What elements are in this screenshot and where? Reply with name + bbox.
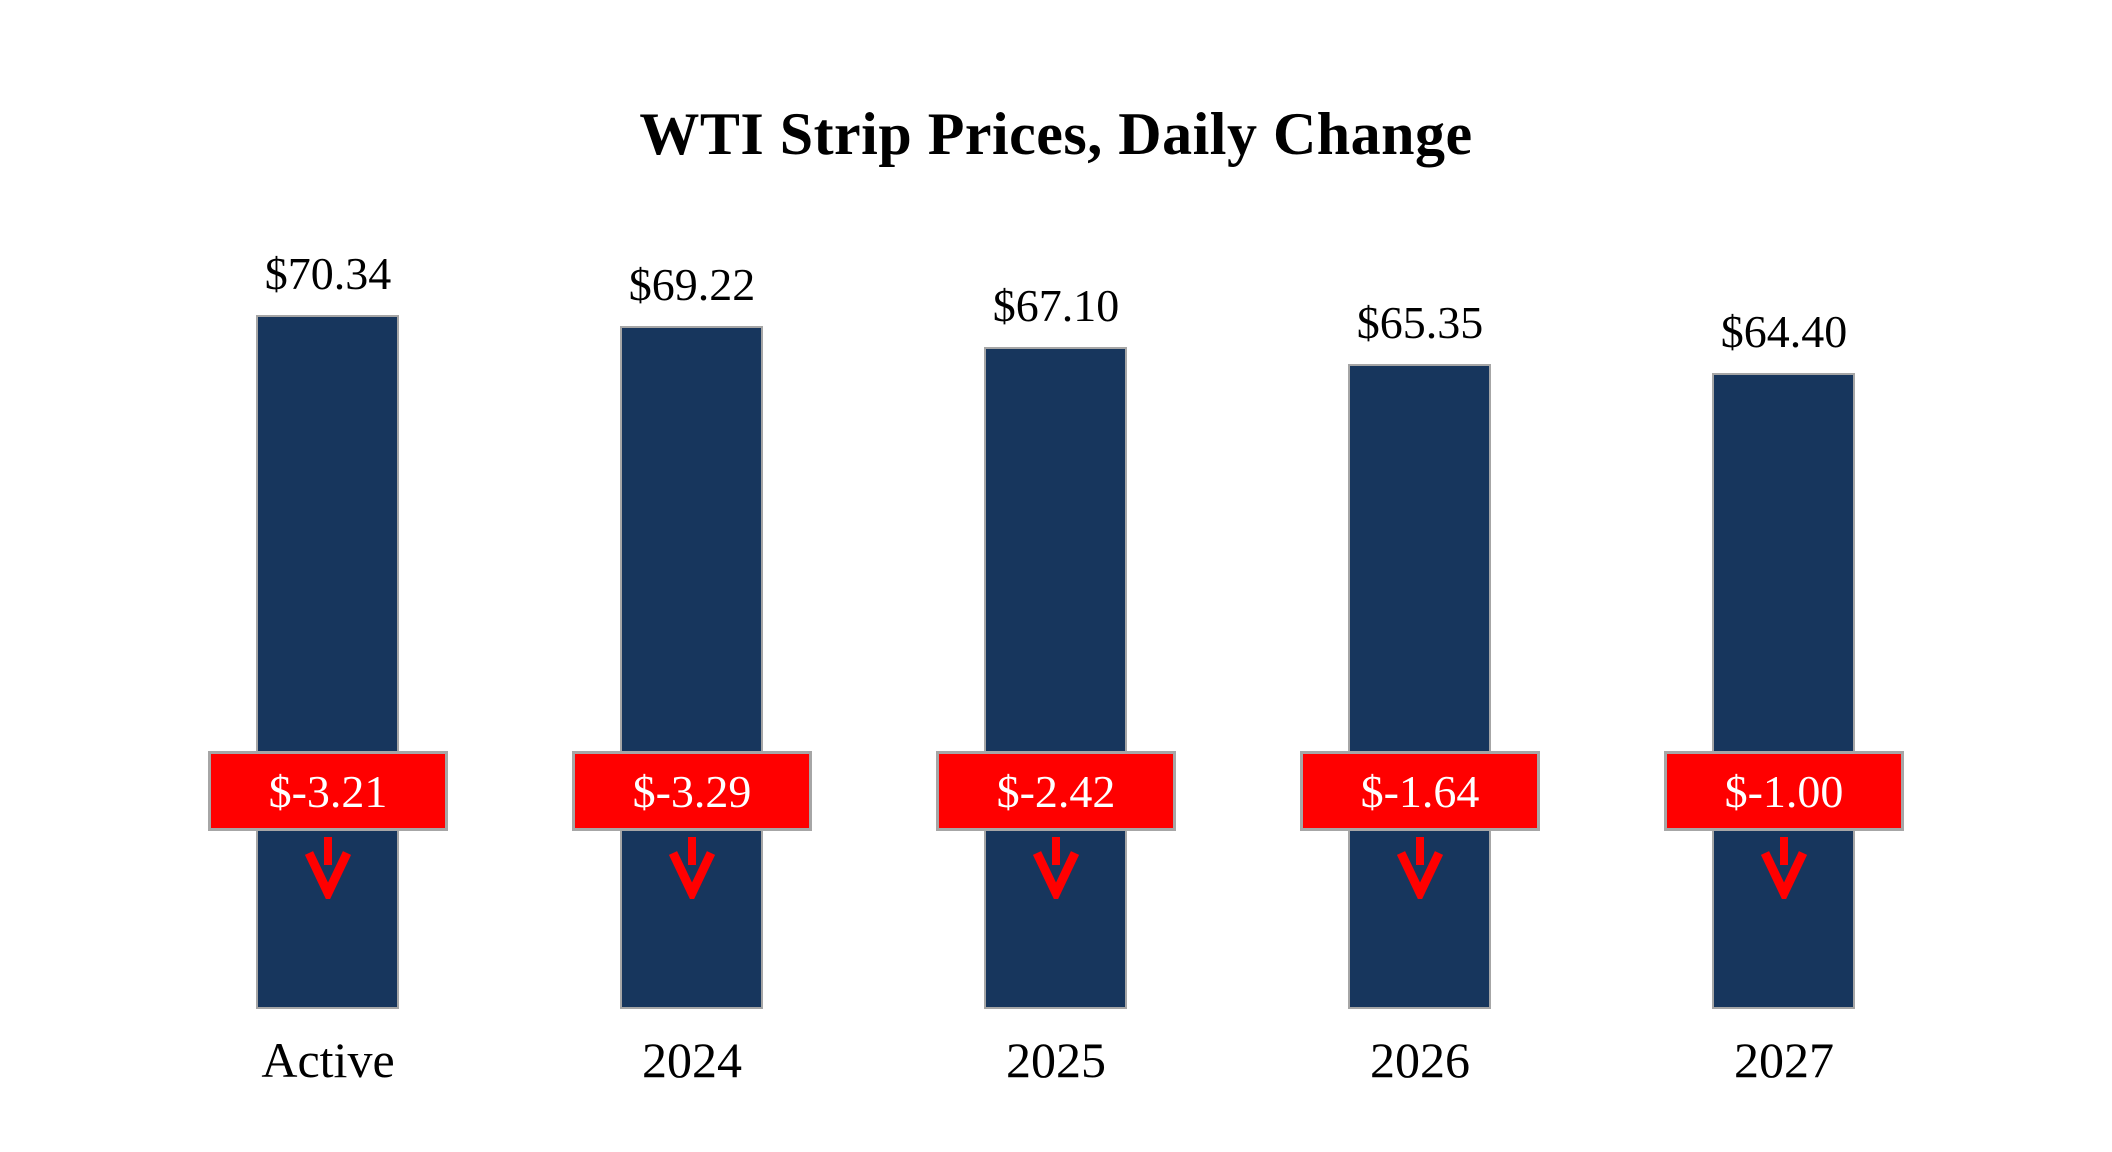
down-arrow-icon (668, 837, 716, 899)
down-arrow-icon (1760, 837, 1808, 899)
price-bar (1348, 364, 1491, 1009)
category-label: 2027 (1734, 1032, 1834, 1088)
down-arrow-icon (1032, 837, 1080, 899)
price-bar (984, 347, 1127, 1009)
category-label: 2026 (1370, 1032, 1470, 1088)
bar-chart: $70.34 $-3.21 Active $69.22 $-3.29 2024 $67.10… (146, 195, 1966, 1115)
change-badge: $-2.42 (936, 751, 1176, 831)
price-label: $64.40 (1720, 306, 1848, 358)
down-arrow-icon (304, 837, 352, 899)
chart-column-2024: $69.22 $-3.29 2024 (510, 195, 874, 1115)
chart-column-2026: $65.35 $-1.64 2026 (1238, 195, 1602, 1115)
category-label: 2024 (642, 1032, 742, 1088)
price-bar (1712, 373, 1855, 1009)
change-badge: $-1.00 (1664, 751, 1904, 831)
price-label: $69.22 (628, 259, 756, 311)
change-badge: $-3.21 (208, 751, 448, 831)
price-bar (256, 315, 399, 1009)
category-label: Active (261, 1032, 395, 1088)
change-badge: $-3.29 (572, 751, 812, 831)
chart-column-2027: $64.40 $-1.00 2027 (1602, 195, 1966, 1115)
chart-title: WTI Strip Prices, Daily Change (639, 101, 1473, 167)
price-label: $70.34 (264, 248, 392, 300)
category-label: 2025 (1006, 1032, 1106, 1088)
chart-column-active: $70.34 $-3.21 Active (146, 195, 510, 1115)
down-arrow-icon (1396, 837, 1444, 899)
price-bar (620, 326, 763, 1009)
price-label: $67.10 (992, 280, 1120, 332)
price-label: $65.35 (1356, 297, 1484, 349)
chart-column-2025: $67.10 $-2.42 2025 (874, 195, 1238, 1115)
change-badge: $-1.64 (1300, 751, 1540, 831)
